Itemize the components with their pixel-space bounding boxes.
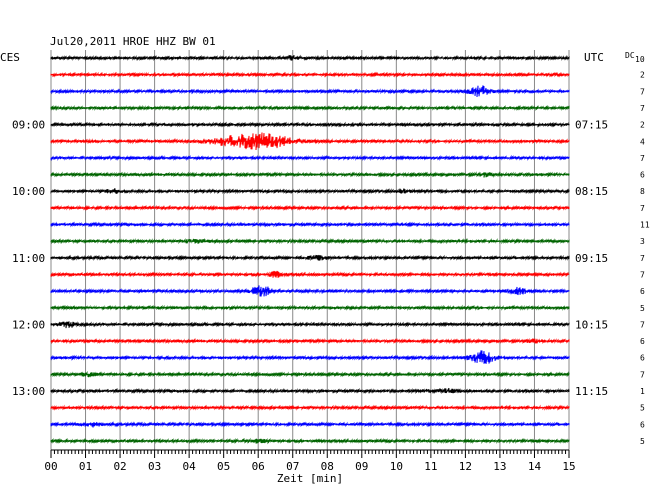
dc-value: 5 (640, 304, 645, 313)
trace-5 (50, 132, 570, 151)
trace-16 (50, 321, 570, 329)
x-axis-label: Zeit [min] (277, 472, 343, 485)
dc-value: 5 (640, 404, 645, 413)
x-tick-label: 04 (183, 460, 197, 473)
right-time-label: 10:15 (575, 318, 608, 331)
dc-value: 2 (640, 71, 645, 80)
trace-11 (50, 237, 570, 245)
x-tick-label: 09 (355, 460, 368, 473)
trace-22 (50, 421, 570, 428)
left-time-label: 09:00 (12, 119, 45, 132)
chart-title: Jul20,2011 HROE HHZ BW 01 (50, 35, 216, 48)
x-axis: 00 01 02 03 04 05 06 07 08 09 10 11 12 13 14 15 (44, 449, 576, 473)
right-time-label: 08:15 (575, 185, 608, 198)
right-time-label: 11:15 (575, 385, 608, 398)
trace-2 (50, 85, 570, 98)
trace-3 (50, 104, 570, 112)
right-axis-label: UTC (584, 51, 604, 64)
left-time-label: 13:00 (12, 385, 45, 398)
x-tick-label: 05 (217, 460, 230, 473)
x-tick-label: 10 (390, 460, 403, 473)
dc-value: 5 (640, 437, 645, 446)
dc-value: 2 (640, 121, 645, 130)
dc-value: 7 (640, 204, 645, 213)
trace-19 (50, 370, 570, 378)
trace-23 (50, 437, 570, 445)
left-time-label: 11:00 (12, 252, 45, 265)
x-tick-label: 06 (252, 460, 265, 473)
dc-value: 6 (640, 171, 645, 180)
side-labels: 09:00 10:00 11:00 12:00 13:00 07:15 08:15 09:15… (12, 71, 650, 446)
grid (50, 50, 570, 450)
x-tick-label: 07 (286, 460, 299, 473)
left-time-label: 12:00 (12, 318, 45, 331)
dc-value: 7 (640, 254, 645, 263)
right-time-label: 07:15 (575, 119, 608, 132)
dc-value: 4 (640, 137, 645, 146)
x-tick-label: 12 (459, 460, 472, 473)
dc-value: 7 (640, 270, 645, 279)
dc-value: 7 (640, 104, 645, 113)
trace-9 (50, 204, 570, 211)
trace-1 (50, 71, 570, 78)
left-time-label: 10:00 (12, 185, 45, 198)
trace-12 (50, 254, 570, 262)
dc-value: 8 (640, 187, 645, 196)
traces (50, 54, 570, 445)
trace-21 (50, 404, 570, 411)
dc-value: 7 (640, 87, 645, 96)
right-time-label: 09:15 (575, 252, 608, 265)
left-axis-label: CES (0, 51, 20, 64)
dc-value: 6 (640, 354, 645, 363)
x-tick-label: 15 (562, 460, 575, 473)
trace-8 (50, 187, 570, 195)
x-tick-label: 14 (528, 460, 542, 473)
x-tick-label: 01 (79, 460, 92, 473)
trace-13 (50, 270, 570, 278)
x-tick-label: 02 (113, 460, 126, 473)
x-tick-label: 11 (424, 460, 437, 473)
dc-value: 11 (640, 221, 650, 230)
trace-10 (50, 221, 570, 228)
dc-first-value: 10 (635, 55, 645, 64)
dc-value: 7 (640, 370, 645, 379)
x-tick-label: 13 (493, 460, 506, 473)
x-tick-label: 03 (148, 460, 161, 473)
x-tick-label: 08 (321, 460, 334, 473)
dc-value: 6 (640, 337, 645, 346)
trace-17 (50, 337, 570, 345)
trace-15 (50, 304, 570, 311)
dc-value: 1 (640, 387, 645, 396)
dc-value: 3 (640, 237, 645, 246)
dc-label: DC (625, 51, 635, 60)
dc-value: 6 (640, 420, 645, 429)
trace-14 (50, 285, 570, 297)
dc-value: 7 (640, 154, 645, 163)
x-tick-label: 00 (44, 460, 57, 473)
trace-6 (50, 154, 570, 162)
trace-4 (50, 121, 570, 128)
dc-value: 7 (640, 320, 645, 329)
trace-18 (50, 350, 570, 364)
trace-7 (50, 171, 570, 178)
trace-0 (50, 54, 570, 62)
dc-value: 6 (640, 287, 645, 296)
trace-20 (50, 387, 570, 395)
